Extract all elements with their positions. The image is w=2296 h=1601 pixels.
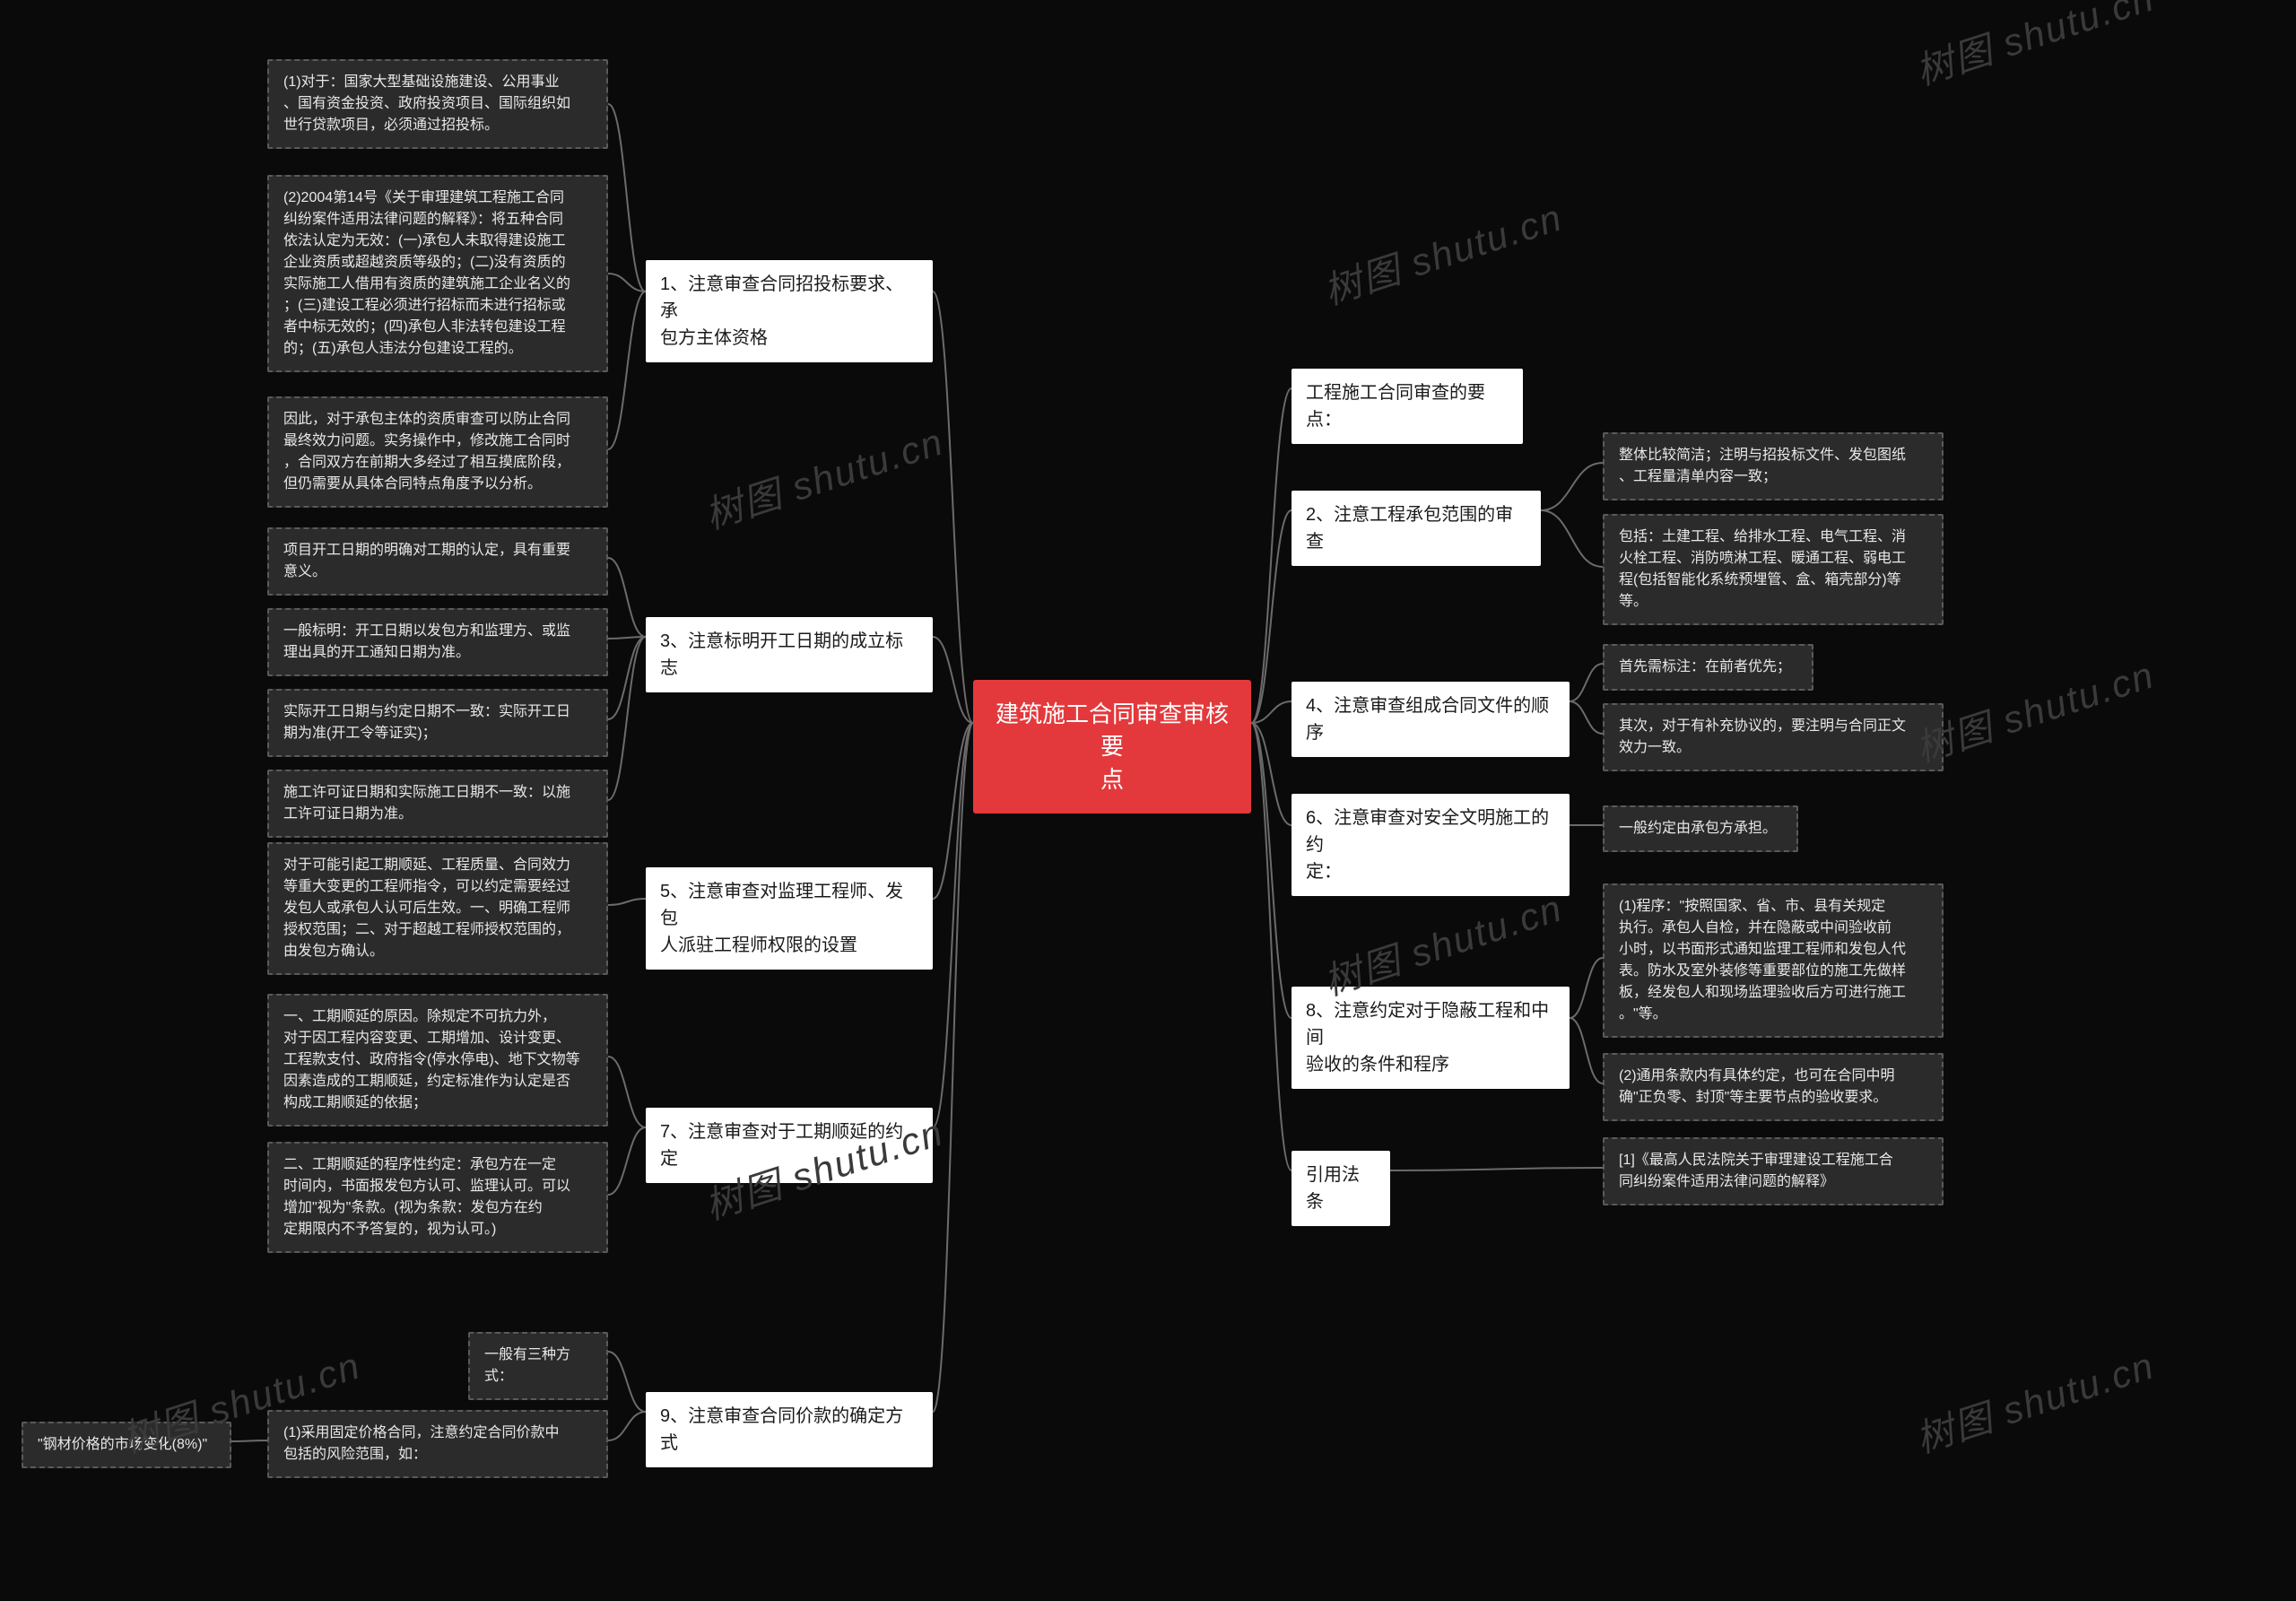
left-leaf-1-3: 施工许可证日期和实际施工日期不一致：以施 工许可证日期为准。 xyxy=(267,770,608,838)
left-leaf-1-2: 实际开工日期与约定日期不一致：实际开工日 期为准(开工令等证实)； xyxy=(267,689,608,757)
right-leaf-3-0: 一般约定由承包方承担。 xyxy=(1603,805,1798,852)
watermark: 树图 shutu.cn xyxy=(1908,0,2161,96)
center-node: 建筑施工合同审查审核要 点 xyxy=(973,680,1251,814)
watermark: 树图 shutu.cn xyxy=(1908,1336,2161,1464)
left-branch-0: 1、注意审查合同招投标要求、承 包方主体资格 xyxy=(646,260,933,362)
right-leaf-5-0: [1]《最高人民法院关于审理建设工程施工合 同纠纷案件适用法律问题的解释》 xyxy=(1603,1137,1944,1205)
left-branch-1: 3、注意标明开工日期的成立标志 xyxy=(646,617,933,692)
right-branch-4: 8、注意约定对于隐蔽工程和中间 验收的条件和程序 xyxy=(1292,987,1570,1089)
left-leaf-4-0: 一般有三种方式： xyxy=(468,1332,608,1400)
left-subleaf-4-1: "钢材价格的市场变化(8%)" xyxy=(22,1422,231,1468)
right-leaf-4-1: (2)通用条款内有具体约定，也可在合同中明 确"正负零、封顶"等主要节点的验收要… xyxy=(1603,1053,1944,1121)
watermark: 树图 shutu.cn xyxy=(1908,645,2161,773)
right-branch-2: 4、注意审查组成合同文件的顺序 xyxy=(1292,682,1570,757)
left-leaf-3-1: 二、工期顺延的程序性约定：承包方在一定 时间内，书面报发包方认可、监理认可。可以… xyxy=(267,1142,608,1253)
right-leaf-4-0: (1)程序："按照国家、省、市、县有关规定 执行。承包人自检，并在隐蔽或中间验收… xyxy=(1603,883,1944,1038)
left-branch-4: 9、注意审查合同价款的确定方式 xyxy=(646,1392,933,1467)
left-branch-2: 5、注意审查对监理工程师、发包 人派驻工程师权限的设置 xyxy=(646,867,933,970)
left-leaf-3-0: 一、工期顺延的原因。除规定不可抗力外， 对于因工程内容变更、工期增加、设计变更、… xyxy=(267,994,608,1127)
right-leaf-2-1: 其次，对于有补充协议的，要注明与合同正文 效力一致。 xyxy=(1603,703,1944,771)
right-leaf-1-0: 整体比较简洁；注明与招投标文件、发包图纸 、工程量清单内容一致； xyxy=(1603,432,1944,500)
left-branch-3: 7、注意审查对于工期顺延的约定 xyxy=(646,1108,933,1183)
right-leaf-2-0: 首先需标注：在前者优先； xyxy=(1603,644,1813,691)
right-branch-3: 6、注意审查对安全文明施工的约 定： xyxy=(1292,794,1570,896)
right-branch-1: 2、注意工程承包范围的审查 xyxy=(1292,491,1541,566)
left-leaf-1-0: 项目开工日期的明确对工期的认定，具有重要 意义。 xyxy=(267,527,608,596)
left-leaf-0-0: (1)对于：国家大型基础设施建设、公用事业 、国有资金投资、政府投资项目、国际组… xyxy=(267,59,608,149)
left-leaf-4-1: (1)采用固定价格合同，注意约定合同价款中 包括的风险范围，如： xyxy=(267,1410,608,1478)
watermark: 树图 shutu.cn xyxy=(1316,187,1569,316)
left-leaf-0-2: 因此，对于承包主体的资质审查可以防止合同 最终效力问题。实务操作中，修改施工合同… xyxy=(267,396,608,508)
right-branch-0: 工程施工合同审查的要点： xyxy=(1292,369,1523,444)
left-leaf-1-1: 一般标明：开工日期以发包方和监理方、或监 理出具的开工通知日期为准。 xyxy=(267,608,608,676)
left-leaf-2-0: 对于可能引起工期顺延、工程质量、合同效力 等重大变更的工程师指令，可以约定需要经… xyxy=(267,842,608,975)
right-branch-5: 引用法条 xyxy=(1292,1151,1390,1226)
left-leaf-0-1: (2)2004第14号《关于审理建筑工程施工合同 纠纷案件适用法律问题的解释》：… xyxy=(267,175,608,372)
watermark: 树图 shutu.cn xyxy=(697,412,950,540)
right-leaf-1-1: 包括：土建工程、给排水工程、电气工程、消 火栓工程、消防喷淋工程、暖通工程、弱电… xyxy=(1603,514,1944,625)
